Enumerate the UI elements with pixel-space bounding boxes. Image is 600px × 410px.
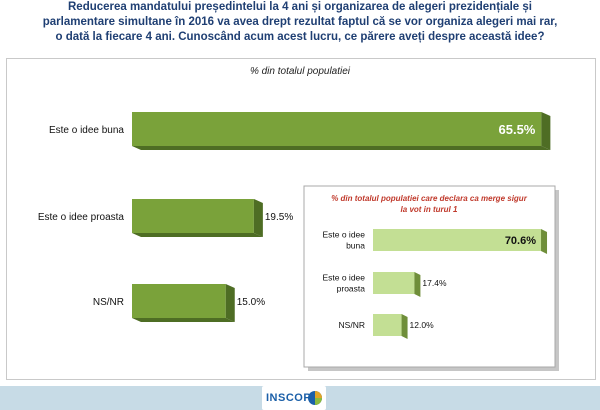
main-value-label-2: 19.5%	[265, 212, 293, 223]
inset-title-line-2: la vot in turul 1	[401, 205, 458, 214]
inset-bar-3	[373, 314, 402, 336]
title-line-1: Reducerea mandatului președintelui la 4 …	[68, 1, 532, 13]
inset-title-line-1: % din totalul populatiei care declara ca…	[331, 194, 528, 203]
inset-value-label-1: 70.6%	[505, 235, 536, 247]
main-bar-base-2	[132, 233, 263, 237]
main-bar-base-1	[132, 146, 551, 150]
inset-bar-side-3	[401, 314, 408, 339]
main-category-label-2: Este o idee proasta	[38, 212, 125, 223]
main-bar-2	[132, 199, 254, 233]
main-bar-3	[132, 284, 226, 318]
main-bar-base-3	[132, 318, 235, 322]
chart-title: Reducerea mandatului președintelui la 4 …	[0, 0, 600, 45]
inset-panel	[303, 185, 556, 368]
main-bar-side-2	[253, 199, 263, 237]
inset-category-label-1-1: Este o idee	[322, 230, 365, 240]
inset-category-label-2-1: Este o idee	[322, 273, 365, 283]
inset-value-label-2: 17.4%	[422, 278, 447, 288]
main-value-label-1: 65.5%	[499, 122, 536, 137]
logo-text: INSCOP	[266, 392, 312, 404]
inscop-logo: INSCOP	[262, 386, 326, 410]
main-bar-side-1	[541, 112, 551, 150]
inset-category-label-3-1: NS/NR	[339, 320, 365, 330]
title-line-3: o dată la fiecare 4 ani. Cunoscând acum …	[55, 31, 545, 43]
main-bar-1	[132, 112, 542, 146]
main-value-label-3: 15.0%	[237, 297, 265, 308]
bar-chart: Este o idee buna 65.5% Este o idee proasta…	[38, 112, 559, 371]
inset-category-label-1-2: buna	[346, 241, 365, 251]
inset-bar-1	[373, 229, 542, 251]
inset-bar-side-1	[541, 229, 548, 254]
main-chart-title: % din totalul populatiei	[249, 66, 351, 77]
title-line-2: parlamentare simultane în 2016 va avea d…	[42, 16, 558, 28]
main-category-label-1: Este o idee buna	[49, 125, 124, 136]
inset-category-label-2-2: proasta	[337, 284, 366, 294]
main-category-label-3: NS/NR	[93, 297, 124, 308]
pie-logo-icon	[308, 391, 322, 405]
main-bar-side-3	[225, 284, 235, 322]
inset-bar-2	[373, 272, 415, 294]
inset-value-label-3: 12.0%	[410, 320, 435, 330]
inset-bar-side-2	[414, 272, 421, 297]
